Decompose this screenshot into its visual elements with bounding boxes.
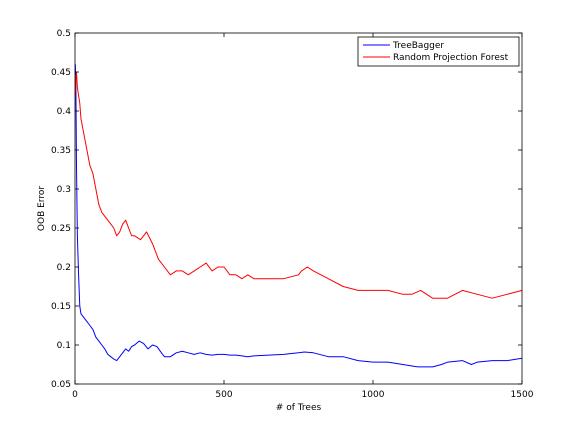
y-axis-label: OOB Error (37, 186, 47, 231)
legend-label-random-projection-forest: Random Projection Forest (393, 53, 509, 63)
legend-label-treebagger: TreeBagger (392, 41, 444, 51)
y-axis-ticks: 0.05 0.1 0.15 0.2 0.25 0.3 0.35 0.4 0.45 0.5 (51, 29, 522, 390)
x-tick-label: 1000 (362, 390, 385, 400)
x-tick-label: 1500 (511, 390, 534, 400)
y-tick-label: 0.3 (57, 185, 71, 195)
x-tick-label: 500 (215, 390, 232, 400)
series-line-random-projection-forest (74, 71, 523, 299)
y-tick-label: 0.05 (51, 380, 71, 390)
x-axis-ticks: 0 500 1000 1500 (72, 33, 534, 400)
y-tick-label: 0.4 (57, 107, 72, 117)
y-tick-label: 0.1 (57, 341, 71, 351)
y-tick-label: 0.45 (51, 68, 71, 78)
x-tick-label: 0 (72, 390, 78, 400)
series-line-treebagger (74, 64, 523, 368)
legend-box (357, 36, 520, 67)
y-tick-label: 0.35 (51, 146, 71, 156)
plot-area (75, 33, 522, 384)
y-tick-label: 0.2 (57, 263, 71, 273)
legend: TreeBagger Random Projection Forest (357, 36, 520, 67)
y-tick-label: 0.15 (51, 302, 71, 312)
series-layer (74, 64, 523, 368)
axes-frame (74, 32, 523, 385)
x-axis-label: # of Trees (276, 403, 322, 413)
y-tick-label: 0.5 (57, 29, 71, 39)
y-tick-label: 0.25 (51, 224, 71, 234)
